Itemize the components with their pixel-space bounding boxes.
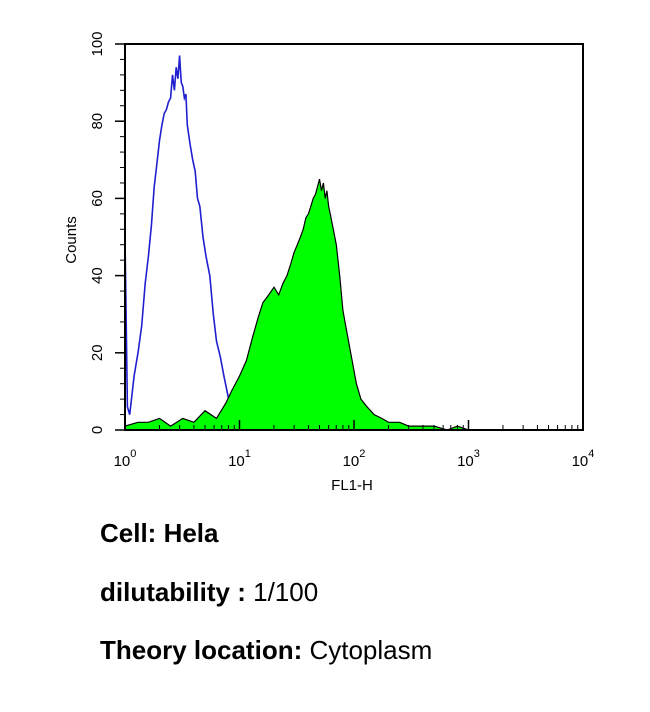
caption-location-value: Cytoplasm bbox=[302, 635, 433, 665]
caption-dilutability-value: 1/100 bbox=[245, 577, 319, 607]
series-filled-histogram bbox=[124, 178, 469, 431]
caption-cell-label: Cell: Hela bbox=[100, 518, 219, 548]
caption-location-label: Theory location: bbox=[100, 635, 303, 665]
y-tick-label: 40 bbox=[89, 267, 106, 284]
x-tick-label: 104 bbox=[572, 448, 595, 470]
plot-area bbox=[124, 55, 469, 431]
x-tick-label: 100 bbox=[114, 448, 137, 470]
flow-cytometry-histogram: 100 101 102 103 104 0 20 40 60 80 100 FL1-H Count… bbox=[63, 31, 595, 494]
y-tick-label: 60 bbox=[89, 190, 106, 207]
y-tick-label: 100 bbox=[89, 31, 106, 56]
caption-dilutability-label: dilutability : bbox=[100, 577, 246, 607]
series-outline-histogram bbox=[124, 55, 241, 431]
y-axis: 0 20 40 60 80 100 bbox=[89, 31, 125, 434]
caption-location: Theory location: Cytoplasm bbox=[100, 635, 432, 666]
x-axis: 100 101 102 103 104 bbox=[114, 420, 595, 470]
x-tick-label: 102 bbox=[343, 448, 366, 470]
x-tick-label: 103 bbox=[457, 448, 480, 470]
x-tick-label: 101 bbox=[228, 448, 251, 470]
y-tick-label: 80 bbox=[89, 113, 106, 130]
y-tick-label: 0 bbox=[89, 426, 106, 434]
caption-dilutability: dilutability : 1/100 bbox=[100, 577, 318, 608]
x-axis-title: FL1-H bbox=[331, 477, 373, 494]
y-axis-title: Counts bbox=[63, 216, 80, 264]
caption-cell: Cell: Hela bbox=[100, 518, 219, 549]
y-tick-label: 20 bbox=[89, 344, 106, 361]
